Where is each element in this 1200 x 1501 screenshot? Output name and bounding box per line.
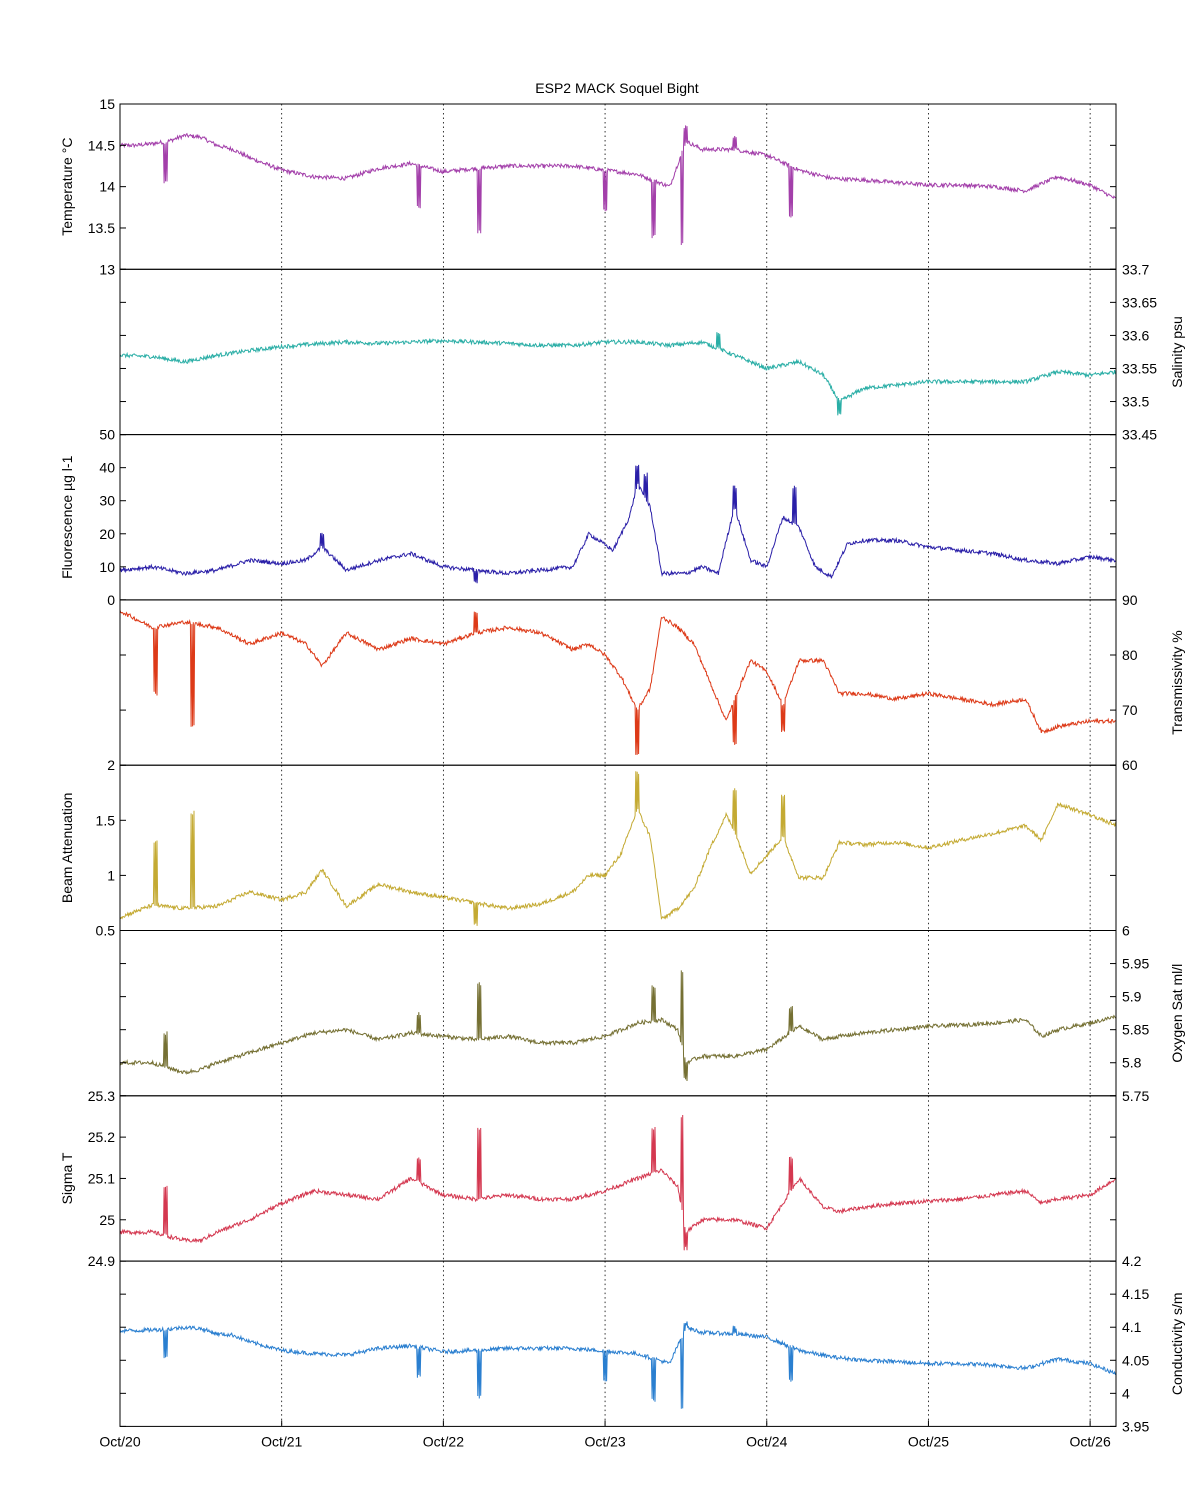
panel-fluorescence: 0 10 20 30 40 50 Fluorescence µg l-1: [59, 427, 1117, 608]
y-tick-label: 70: [1122, 702, 1138, 718]
panel-frame: [119, 434, 1117, 601]
y-tick-label: 5.8: [1122, 1055, 1142, 1071]
y-tick-label: 24.9: [88, 1253, 115, 1269]
y-tick-label: 33.5: [1122, 394, 1149, 410]
panel-frame: [119, 599, 1117, 766]
y-tick-label: 30: [99, 493, 115, 509]
x-tick-label: Oct/25: [908, 1433, 949, 1449]
y-tick-label: 0: [107, 592, 115, 608]
panel-sigma_t: 24.9 25 25.1 25.2 25.3 Sigma T: [59, 1088, 1117, 1269]
y-tick-label: 33.7: [1122, 261, 1149, 277]
y-tick-label: 13: [99, 261, 115, 277]
y-tick-label: 4.1: [1122, 1319, 1142, 1335]
panel-transmissivity: 60 70 80 90 Transmissivity %: [119, 592, 1185, 773]
y-tick-label: 4: [1122, 1385, 1130, 1401]
y-axis-label: Temperature °C: [59, 138, 75, 236]
y-tick-label: 14: [99, 179, 115, 195]
panel-beam_attenuation: 0.5 1 1.5 2 Beam Attenuation: [59, 757, 1117, 939]
y-axis-label: Conductivity s/m: [1169, 1292, 1185, 1395]
series-line-oxygen: [119, 970, 1116, 1082]
series-line-temperature: [119, 125, 1117, 246]
y-tick-label: 25.2: [88, 1129, 115, 1145]
y-tick-label: 3.95: [1122, 1418, 1149, 1434]
y-tick-label: 6: [1122, 923, 1130, 939]
series-line-salinity: [119, 332, 1117, 416]
y-tick-label: 1.5: [96, 812, 116, 828]
y-axis-label: Fluorescence µg l-1: [59, 455, 75, 578]
y-tick-label: 40: [99, 460, 115, 476]
y-tick-label: 4.05: [1122, 1352, 1149, 1368]
y-tick-label: 5.75: [1122, 1088, 1149, 1104]
y-tick-label: 90: [1122, 592, 1138, 608]
panel-temperature: 13 13.5 14 14.5 15 Temperature °C: [59, 96, 1117, 277]
panel-oxygen: 5.75 5.8 5.85 5.9 5.95 6 Oxygen Sat ml/l: [119, 923, 1185, 1104]
y-axis-label: Sigma T: [59, 1152, 75, 1204]
y-tick-label: 80: [1122, 647, 1138, 663]
y-tick-label: 25: [99, 1212, 115, 1228]
y-tick-label: 4.15: [1122, 1286, 1149, 1302]
x-tick-label: Oct/24: [746, 1433, 787, 1449]
panel-frame: [119, 930, 1117, 1097]
y-tick-label: 4.2: [1122, 1253, 1142, 1269]
series-line-beam_attenuation: [119, 771, 1117, 926]
y-tick-label: 0.5: [96, 923, 116, 939]
x-axis: Oct/20 Oct/21 Oct/22 Oct/23 Oct/24 Oct/25 Oct/…: [99, 1420, 1111, 1449]
y-tick-label: 2: [107, 757, 115, 773]
series-line-fluorescence: [119, 464, 1117, 584]
x-tick-label: Oct/21: [261, 1433, 302, 1449]
y-tick-label: 5.85: [1122, 1022, 1149, 1038]
y-tick-label: 25.1: [88, 1170, 115, 1186]
panel-frame: [119, 1260, 1117, 1427]
y-axis-label: Oxygen Sat ml/l: [1169, 964, 1185, 1063]
y-tick-label: 10: [99, 559, 115, 575]
y-tick-label: 60: [1122, 757, 1138, 773]
series-line-transmissivity: [119, 609, 1117, 755]
x-tick-label: Oct/26: [1070, 1433, 1111, 1449]
y-tick-label: 50: [99, 427, 115, 443]
y-tick-label: 5.95: [1122, 956, 1149, 972]
y-tick-label: 33.55: [1122, 360, 1157, 376]
y-axis-label: Transmissivity %: [1169, 630, 1185, 735]
y-tick-label: 33.45: [1122, 427, 1157, 443]
y-tick-label: 25.3: [88, 1088, 115, 1104]
panel-frame: [119, 268, 1117, 436]
series-line-sigma_t: [119, 1114, 1117, 1251]
x-tick-label: Oct/22: [423, 1433, 464, 1449]
panel-frame: [119, 1095, 1117, 1262]
panel-frame: [119, 764, 1117, 932]
panel-salinity: 33.45 33.5 33.55 33.6 33.65 33.7 Salinity psu: [119, 261, 1185, 443]
panel-conductivity: 3.95 4 4.05 4.1 4.15 4.2 Conductivity s/m: [119, 1253, 1185, 1434]
series-line-conductivity: [119, 1321, 1117, 1409]
y-tick-label: 33.6: [1122, 327, 1149, 343]
chart-title: ESP2 MACK Soquel Bight: [535, 80, 699, 96]
y-tick-label: 13.5: [88, 220, 115, 236]
x-tick-label: Oct/23: [584, 1433, 625, 1449]
y-tick-label: 15: [99, 96, 115, 112]
y-tick-label: 33.65: [1122, 294, 1157, 310]
y-axis-label: Beam Attenuation: [59, 793, 75, 904]
y-tick-label: 20: [99, 526, 115, 542]
y-tick-label: 14.5: [88, 137, 115, 153]
y-axis-label: Salinity psu: [1169, 316, 1185, 388]
y-tick-label: 5.9: [1122, 989, 1142, 1005]
x-tick-label: Oct/20: [99, 1433, 140, 1449]
y-tick-label: 1: [107, 867, 115, 883]
